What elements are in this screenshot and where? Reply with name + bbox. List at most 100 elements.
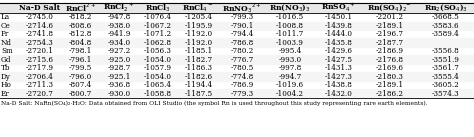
- Text: -3551.9: -3551.9: [432, 56, 460, 64]
- Text: -2196.7: -2196.7: [376, 30, 404, 38]
- Text: -2717.9: -2717.9: [26, 64, 54, 72]
- Text: -2189.1: -2189.1: [376, 22, 404, 30]
- Text: -927.2: -927.2: [108, 47, 131, 55]
- Text: -1427.5: -1427.5: [324, 56, 352, 64]
- Text: -799.5: -799.5: [69, 64, 92, 72]
- Text: -925.1: -925.1: [108, 73, 131, 81]
- Text: -2176.8: -2176.8: [376, 56, 404, 64]
- Bar: [0, 38, 474, 47]
- Text: -1427.3: -1427.3: [324, 73, 352, 81]
- Text: -1439.8: -1439.8: [324, 22, 352, 30]
- Bar: [0, 89, 474, 98]
- Text: -2711.3: -2711.3: [26, 81, 54, 89]
- Text: -1054.0: -1054.0: [144, 73, 172, 81]
- Text: Rn$_2$(SO$_4$)$_3$: Rn$_2$(SO$_4$)$_3$: [424, 2, 468, 13]
- Bar: [0, 22, 474, 30]
- Text: -2201.2: -2201.2: [376, 13, 404, 21]
- Text: -2180.3: -2180.3: [376, 73, 404, 81]
- Text: -3574.3: -3574.3: [432, 90, 460, 98]
- Text: Sm: Sm: [1, 47, 13, 55]
- Text: -941.9: -941.9: [108, 30, 131, 38]
- Text: -993.0: -993.0: [278, 56, 301, 64]
- Text: -804.8: -804.8: [69, 39, 92, 47]
- Text: -1003.9: -1003.9: [276, 39, 304, 47]
- Text: -3668.5: -3668.5: [432, 13, 460, 21]
- Text: Rn(SO$_4$)$_2$$^{-}$: Rn(SO$_4$)$_2$$^{-}$: [367, 2, 412, 13]
- Text: -2169.6: -2169.6: [376, 64, 404, 72]
- Text: Na-D Salt: Na-D Salt: [19, 4, 61, 12]
- Text: La: La: [1, 13, 10, 21]
- Text: RnSO$_4$$^+$: RnSO$_4$$^+$: [321, 1, 356, 15]
- Text: -947.8: -947.8: [108, 13, 131, 21]
- Text: -776.7: -776.7: [231, 56, 254, 64]
- Text: -1076.4: -1076.4: [144, 13, 172, 21]
- Text: -1186.3: -1186.3: [184, 64, 212, 72]
- Text: -934.0: -934.0: [108, 39, 131, 47]
- Text: -925.0: -925.0: [108, 56, 131, 64]
- Text: -1004.2: -1004.2: [276, 90, 304, 98]
- Text: -1019.6: -1019.6: [276, 81, 304, 89]
- Text: Pr: Pr: [1, 30, 9, 38]
- Text: -3556.8: -3556.8: [432, 47, 460, 55]
- Text: -1071.2: -1071.2: [144, 30, 172, 38]
- Text: -798.1: -798.1: [69, 47, 92, 55]
- Text: -930.0: -930.0: [108, 90, 131, 98]
- Text: -786.9: -786.9: [231, 81, 254, 89]
- Text: -2187.7: -2187.7: [376, 39, 404, 47]
- Text: -794.4: -794.4: [231, 30, 254, 38]
- Text: Nd: Nd: [1, 39, 12, 47]
- Text: -1450.1: -1450.1: [324, 13, 352, 21]
- Text: Ce: Ce: [1, 22, 11, 30]
- Text: Dy: Dy: [1, 73, 11, 81]
- Text: -938.0: -938.0: [108, 22, 131, 30]
- Text: -1435.8: -1435.8: [324, 39, 352, 47]
- Text: -2715.6: -2715.6: [26, 56, 54, 64]
- Text: -1429.6: -1429.6: [324, 47, 352, 55]
- Text: -799.3: -799.3: [231, 13, 254, 21]
- Text: -2706.4: -2706.4: [26, 73, 54, 81]
- Text: -1444.0: -1444.0: [324, 30, 352, 38]
- Text: -2754.3: -2754.3: [26, 39, 54, 47]
- Text: -1182.7: -1182.7: [184, 56, 212, 64]
- Text: -1192.0: -1192.0: [184, 39, 212, 47]
- Text: -2720.1: -2720.1: [26, 47, 54, 55]
- Text: -2189.1: -2189.1: [376, 81, 404, 89]
- Text: Er: Er: [1, 90, 9, 98]
- Text: -1187.5: -1187.5: [184, 90, 212, 98]
- Text: -1058.8: -1058.8: [144, 90, 172, 98]
- Text: -796.0: -796.0: [69, 73, 92, 81]
- Text: -807.4: -807.4: [69, 81, 92, 89]
- Text: -2714.6: -2714.6: [26, 22, 54, 30]
- Bar: [0, 3, 474, 13]
- Text: -1065.4: -1065.4: [144, 81, 172, 89]
- Text: -2741.8: -2741.8: [26, 30, 54, 38]
- Text: RnCl$^{2+}$: RnCl$^{2+}$: [65, 2, 96, 14]
- Text: -786.8: -786.8: [231, 39, 254, 47]
- Text: -1192.0: -1192.0: [184, 30, 212, 38]
- Text: -997.8: -997.8: [278, 64, 301, 72]
- Text: -1067.2: -1067.2: [144, 22, 172, 30]
- Text: RnCl$_2$$^+$: RnCl$_2$$^+$: [103, 1, 135, 15]
- Text: RnNO$_3$$^{2+}$: RnNO$_3$$^{2+}$: [222, 1, 262, 15]
- Text: -1057.9: -1057.9: [144, 64, 172, 72]
- Text: -2186.2: -2186.2: [376, 90, 404, 98]
- Text: Na-D Salt: NaRn(SO₄)₂·H₂O: Data obtained from OLI Studio (the symbol Rn is used : Na-D Salt: NaRn(SO₄)₂·H₂O: Data obtained…: [1, 101, 428, 106]
- Text: -796.1: -796.1: [69, 56, 92, 64]
- Text: -994.7: -994.7: [278, 73, 301, 81]
- Text: -1062.8: -1062.8: [144, 39, 172, 47]
- Text: -800.7: -800.7: [69, 90, 92, 98]
- Text: -2186.9: -2186.9: [376, 47, 404, 55]
- Text: Gd: Gd: [1, 56, 11, 64]
- Text: -779.3: -779.3: [231, 90, 254, 98]
- Text: -1194.4: -1194.4: [184, 81, 212, 89]
- Text: -812.8: -812.8: [69, 30, 92, 38]
- Text: -3605.2: -3605.2: [432, 81, 460, 89]
- Text: Tb: Tb: [1, 64, 10, 72]
- Text: -790.1: -790.1: [231, 22, 254, 30]
- Text: -1011.7: -1011.7: [276, 30, 304, 38]
- Text: -1182.6: -1182.6: [184, 73, 212, 81]
- Text: -1185.1: -1185.1: [184, 47, 212, 55]
- Text: -1008.8: -1008.8: [276, 22, 304, 30]
- Text: -936.8: -936.8: [108, 81, 131, 89]
- Text: -1195.9: -1195.9: [184, 22, 212, 30]
